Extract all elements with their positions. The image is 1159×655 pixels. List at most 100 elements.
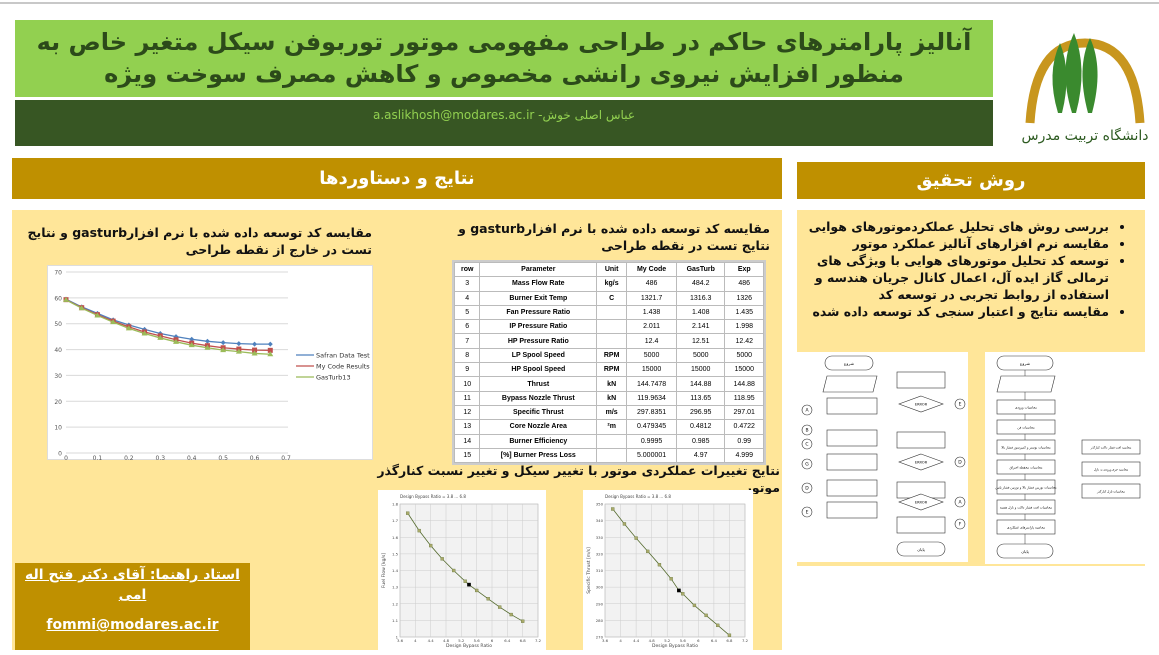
process-box <box>1081 483 1141 499</box>
table-row: 6 IP Pressure Ratio 2.011 2.141 1.998 <box>453 319 764 335</box>
table-cell <box>596 319 628 335</box>
data-point <box>716 623 720 628</box>
author-line: عباس اصلی خوش- a.aslikhosh@modares.ac.ir <box>15 100 993 146</box>
table-row: 4 Burner Exit Temp C 1321.7 1316.3 1326 <box>453 290 764 306</box>
y-tick-label: 1.4 <box>392 568 399 573</box>
y-tick-label: 1.2 <box>392 601 399 606</box>
x-tick-label: 3.6 <box>397 638 404 643</box>
table-cell: 0.9995 <box>626 433 677 449</box>
y-tick-label: 270 <box>596 635 604 640</box>
process-box <box>1081 461 1141 477</box>
x-tick-label: 7.2 <box>535 638 542 643</box>
x-tick-label: 4.4 <box>633 638 640 643</box>
advisor-email[interactable]: fommi@modares.ac.ir <box>46 617 219 633</box>
design-point <box>467 582 471 587</box>
input-box <box>996 375 1056 393</box>
connector-label: E <box>959 402 962 408</box>
table-row: 15 [%] Burner Press Loss 5.000001 4.97 4.999 <box>453 447 764 464</box>
data-point <box>622 522 627 526</box>
method-list: بررسی روش های تحلیل عملکردموتورهای هوایی… <box>805 218 1135 320</box>
data-point <box>704 613 708 618</box>
chart-title: Design Bypass Ratio = 3.8 ... 6.8 <box>400 494 466 499</box>
x-tick-label: 0.4 <box>187 455 197 461</box>
connector-label: E <box>806 510 809 516</box>
table-cell: HP Spool Speed <box>479 362 598 378</box>
x-tick-label: 4 <box>619 638 622 643</box>
x-tick-label: 0 <box>64 455 68 461</box>
top-divider <box>0 2 1159 4</box>
x-tick-label: 0.7 <box>281 455 291 461</box>
table-cell: 1.438 <box>626 304 677 321</box>
process-box <box>826 453 878 471</box>
table-cell: 1.998 <box>724 319 764 335</box>
table-cell: 13 <box>453 419 481 435</box>
y-tick-label: 10 <box>54 425 62 432</box>
table-cell: 4.97 <box>675 447 726 464</box>
y-tick-label: 60 <box>54 295 62 302</box>
process-label: محاسبات افت فشار داکت و نازل هسته <box>1000 506 1053 510</box>
table-cell: 15 <box>453 447 481 464</box>
decision-label: ERROR <box>915 461 928 465</box>
process-label: محاسبات ورودی <box>1015 406 1037 410</box>
data-point <box>267 341 273 347</box>
data-point <box>78 305 85 311</box>
table-cell: IP Pressure Ratio <box>479 319 598 335</box>
table-cell: RPM <box>596 347 628 364</box>
table-cell: 0.4812 <box>675 419 726 435</box>
table-cell: kg/s <box>596 276 628 292</box>
table-row: 14 Burner Efficiency 0.9995 0.985 0.99 <box>453 433 764 449</box>
table-cell: 3 <box>453 276 481 292</box>
table-cell: 6 <box>453 319 481 335</box>
series-line <box>65 299 271 355</box>
y-tick-label: 30 <box>54 373 62 380</box>
y-tick-label: 0 <box>58 451 62 458</box>
table-cell: 15000 <box>626 362 677 378</box>
x-tick-label: 0.3 <box>156 455 166 461</box>
table-caption: مقایسه کد توسعه داده شده با نرم افزارgas… <box>458 221 770 253</box>
data-point <box>235 348 242 354</box>
data-point <box>220 340 226 346</box>
x-tick-label: 5.2 <box>458 638 465 643</box>
data-point <box>252 347 258 353</box>
table-cell: Burner Exit Temp <box>479 290 598 306</box>
data-point <box>125 325 132 331</box>
table-row: 10 Thrust kN 144.7478 144.88 144.88 <box>453 376 764 392</box>
data-point <box>429 543 433 548</box>
data-point <box>188 342 195 348</box>
table-cell: kN <box>596 376 628 392</box>
process-label: محاسبه افت فشار داکت کنارگذر <box>1090 446 1132 450</box>
table-cell: Mass Flow Rate <box>479 276 598 292</box>
connector-label: F <box>959 522 962 528</box>
y-tick-label: 50 <box>54 321 62 328</box>
poster-title: آنالیز پارامترهای حاکم در طراحی مفهومی م… <box>15 20 993 97</box>
chart-title: Design Bypass Ratio = 3.8 ... 6.8 <box>605 494 671 499</box>
data-point <box>521 619 525 623</box>
data-point <box>646 549 650 554</box>
end-label: پایان <box>917 547 925 552</box>
x-tick-label: 4 <box>414 638 417 643</box>
table-cell: C <box>596 290 628 306</box>
y-tick-label: 320 <box>596 551 604 556</box>
table-row: 5 Fan Pressure Ratio 1.438 1.408 1.435 <box>453 304 764 321</box>
connector <box>801 506 813 518</box>
method-item: توسعه کد تحلیل موتورهای هوایی با ویژگی ه… <box>805 252 1109 303</box>
data-point <box>110 319 117 325</box>
table-cell: 113.65 <box>675 390 726 406</box>
x-tick-label: 0.2 <box>124 455 134 461</box>
y-tick-label: 280 <box>596 618 604 623</box>
x-axis-label: Design Bypass Ratio <box>652 643 698 649</box>
connector <box>801 458 813 470</box>
table-cell: 0.479345 <box>626 419 677 435</box>
results-heading: نتایج و دستاوردها <box>12 158 782 199</box>
x-tick-label: 6.8 <box>726 638 733 643</box>
input-box <box>822 375 878 393</box>
series-line <box>407 512 523 622</box>
column-header: My Code <box>626 261 677 278</box>
process-label: محاسبه پارامترهای عملکردی <box>1007 526 1045 530</box>
x-tick-label: 4.4 <box>428 638 435 643</box>
decision-label: ERROR <box>915 501 928 505</box>
connector-label: C <box>805 442 808 448</box>
connector-label: B <box>805 428 808 434</box>
process-box <box>896 516 946 534</box>
university-logo: دانشگاه تربیت مدرس <box>1010 28 1150 153</box>
